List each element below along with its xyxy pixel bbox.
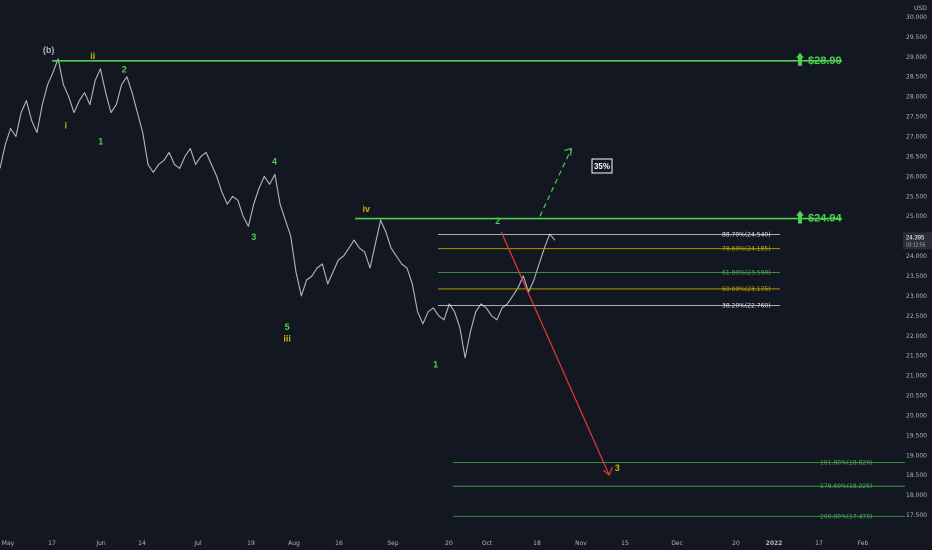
wave-label-4: 1 — [98, 136, 103, 146]
wave-label-7: iv — [363, 204, 371, 214]
x-tick-label-16: 2022 — [766, 540, 783, 547]
y-tick-label-15: 25.000 — [906, 213, 927, 220]
x-tick-label-4: Jul — [193, 540, 202, 547]
x-tick-label-17: 17 — [815, 540, 823, 547]
y-tick-label-13: 24.000 — [906, 253, 927, 260]
y-tick-label-20: 27.500 — [906, 114, 927, 121]
y-tick-label-12: 23.500 — [906, 273, 927, 280]
fib-label-1: 78.60%(24.185) — [722, 246, 771, 253]
y-tick-label-22: 28.500 — [906, 74, 927, 81]
x-tick-label-0: May — [2, 540, 15, 547]
percent-box — [591, 158, 613, 174]
current-price-tag — [903, 232, 932, 250]
wave-label-8: 5 — [285, 322, 290, 332]
y-tick-label-11: 23.000 — [906, 293, 927, 300]
fib-label-0: 88.70%(24.540) — [722, 232, 771, 239]
percent-box-label: 35% — [594, 162, 610, 171]
wave-label-9: iii — [283, 334, 291, 344]
projection-up-arrowhead-icon — [564, 147, 573, 156]
wave-label-5: 4 — [272, 156, 277, 166]
y-tick-label-7: 21.000 — [906, 373, 927, 380]
y-tick-label-17: 26.000 — [906, 173, 927, 180]
y-tick-label-24: 29.500 — [906, 34, 927, 41]
fib-label-7: 200.00%(17.470) — [820, 513, 872, 520]
wave-label-12: 3 — [615, 463, 620, 473]
y-tick-label-21: 28.000 — [906, 94, 927, 101]
fib-label-3: 50.00%(23.175) — [722, 286, 771, 293]
x-tick-label-6: Aug — [288, 540, 300, 547]
x-tick-label-13: 15 — [621, 540, 629, 547]
wave-label-1: ii — [90, 51, 95, 61]
y-tick-label-1: 18.000 — [906, 492, 927, 499]
x-tick-label-11: 18 — [533, 540, 541, 547]
y-tick-label-0: 17.500 — [906, 512, 927, 519]
y-tick-label-2: 18.500 — [906, 472, 927, 479]
fib-label-6: 178.60%(18.225) — [820, 483, 872, 490]
wave-label-0: (b) — [43, 45, 55, 55]
x-tick-label-18: Feb — [858, 540, 869, 547]
y-tick-label-4: 19.500 — [906, 432, 927, 439]
wave-label-2: 2 — [122, 65, 127, 75]
x-tick-label-1: 17 — [48, 540, 56, 547]
x-tick-label-2: Jun — [95, 540, 106, 547]
wave-label-3: i — [64, 121, 67, 131]
projection-down-line[interactable] — [500, 231, 610, 476]
y-tick-label-19: 27.000 — [906, 134, 927, 141]
x-tick-label-14: Dec — [671, 540, 683, 547]
x-tick-label-10: Oct — [482, 540, 493, 547]
x-tick-label-5: 19 — [247, 540, 255, 547]
x-tick-label-8: Sep — [387, 540, 399, 547]
x-tick-label-3: 14 — [138, 540, 146, 547]
y-axis-unit-label: USD — [914, 5, 927, 12]
up-arrow-icon — [796, 52, 804, 66]
x-tick-label-12: Nov — [575, 540, 587, 547]
current-price-label: 24.395 — [906, 235, 925, 241]
wave-label-6: 3 — [251, 232, 256, 242]
y-tick-label-23: 29.000 — [906, 54, 927, 61]
y-tick-label-16: 25.500 — [906, 193, 927, 200]
y-tick-label-9: 22.000 — [906, 333, 927, 340]
y-tick-label-8: 21.500 — [906, 353, 927, 360]
y-tick-label-3: 19.000 — [906, 452, 927, 459]
fib-label-2: 61.80%(23.590) — [722, 269, 771, 276]
level-label-0: $28.90 — [808, 55, 842, 67]
y-tick-label-25: 30.000 — [906, 14, 927, 21]
y-tick-label-10: 22.500 — [906, 313, 927, 320]
up-arrow-icon — [796, 210, 804, 224]
y-tick-label-5: 20.000 — [906, 412, 927, 419]
y-tick-label-18: 26.500 — [906, 153, 927, 160]
projection-down-arrowhead-icon — [602, 467, 613, 476]
y-tick-label-6: 20.500 — [906, 393, 927, 400]
price-series-line[interactable] — [0, 58, 556, 359]
countdown-label: 03:12:55 — [906, 242, 926, 248]
wave-label-11: 1 — [433, 360, 438, 370]
x-tick-label-7: 16 — [335, 540, 343, 547]
level-label-1: $24.94 — [808, 213, 843, 225]
wave-label-10: 2 — [495, 216, 500, 226]
x-tick-label-9: 20 — [445, 540, 453, 547]
fib-label-5: 161.80%(18.820) — [820, 459, 872, 466]
x-tick-label-15: 20 — [732, 540, 740, 547]
fib-label-4: 38.20%(22.760) — [722, 302, 771, 309]
projection-up-line[interactable] — [539, 148, 573, 217]
